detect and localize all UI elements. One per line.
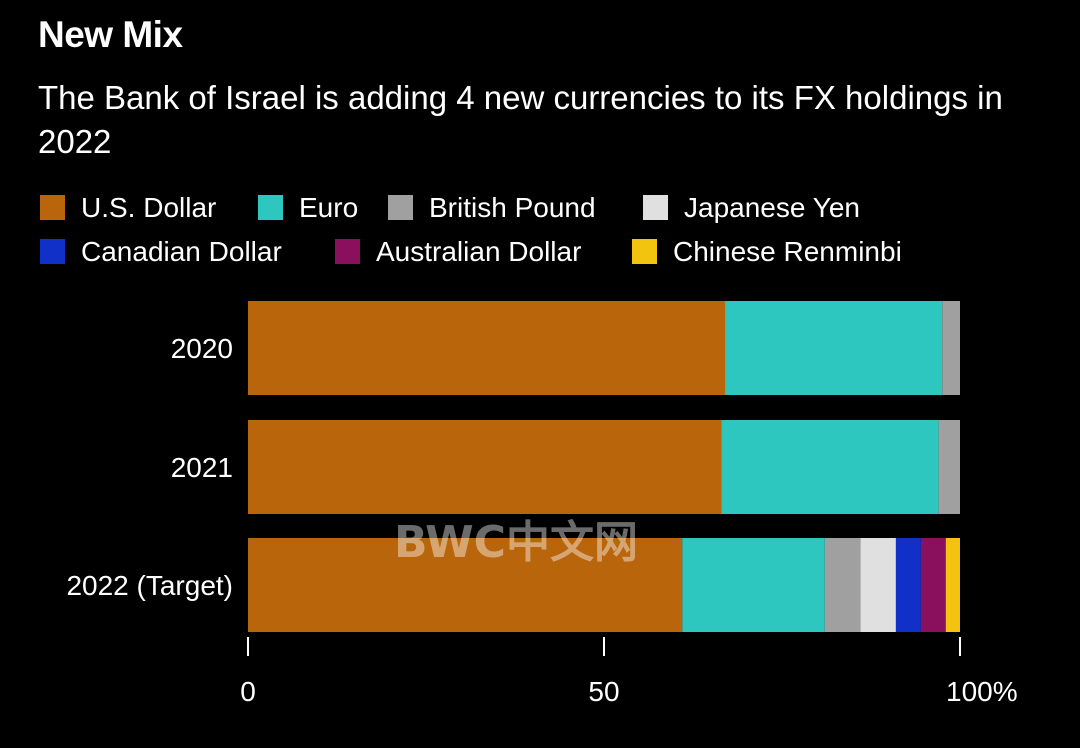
legend-swatch-japanese-yen <box>643 195 668 220</box>
bar-segment-u-s-dollar <box>248 538 683 632</box>
legend-label-japanese-yen: Japanese Yen <box>684 192 860 223</box>
legend-swatch-australian-dollar <box>335 239 360 264</box>
bar-segment-british-pound <box>938 420 960 514</box>
chart-title: New Mix <box>38 14 183 55</box>
x-tick-label: 100% <box>946 676 1018 707</box>
bar-segment-japanese-yen <box>860 538 896 632</box>
bar-segment-chinese-renminbi <box>945 538 960 632</box>
legend-swatch-u-s-dollar <box>40 195 65 220</box>
x-axis: 0 50 100% <box>240 637 1018 707</box>
legend-swatch-euro <box>258 195 283 220</box>
bar-segment-british-pound <box>824 538 861 632</box>
legend-label-british-pound: British Pound <box>429 192 596 223</box>
legend-label-u-s-dollar: U.S. Dollar <box>81 192 216 223</box>
legend-label-chinese-renminbi: Chinese Renminbi <box>673 236 902 267</box>
category-label: 2022 (Target) <box>66 570 233 601</box>
category-label: 2020 <box>171 333 233 364</box>
bar-segment-u-s-dollar <box>248 301 726 395</box>
legend: U.S. Dollar Euro British Pound Japanese Yen… <box>40 192 902 267</box>
bar-segment-euro <box>725 301 943 395</box>
x-tick-label: 0 <box>240 676 256 707</box>
bar-segment-australian-dollar <box>920 538 946 632</box>
chart-subtitle: The Bank of Israel is adding 4 new curre… <box>38 79 1003 160</box>
bar-segment-u-s-dollar <box>248 420 722 514</box>
legend-label-canadian-dollar: Canadian Dollar <box>81 236 282 267</box>
bars: 2020 2021 2022 (Target) <box>66 301 960 632</box>
legend-label-euro: Euro <box>299 192 358 223</box>
bar-segment-canadian-dollar <box>895 538 921 632</box>
legend-swatch-chinese-renminbi <box>632 239 657 264</box>
legend-label-australian-dollar: Australian Dollar <box>376 236 581 267</box>
legend-swatch-canadian-dollar <box>40 239 65 264</box>
category-label: 2021 <box>171 452 233 483</box>
bar-segment-british-pound <box>942 301 960 395</box>
bar-segment-euro <box>721 420 939 514</box>
x-tick-label: 50 <box>588 676 619 707</box>
bar-segment-euro <box>682 538 825 632</box>
legend-swatch-british-pound <box>388 195 413 220</box>
